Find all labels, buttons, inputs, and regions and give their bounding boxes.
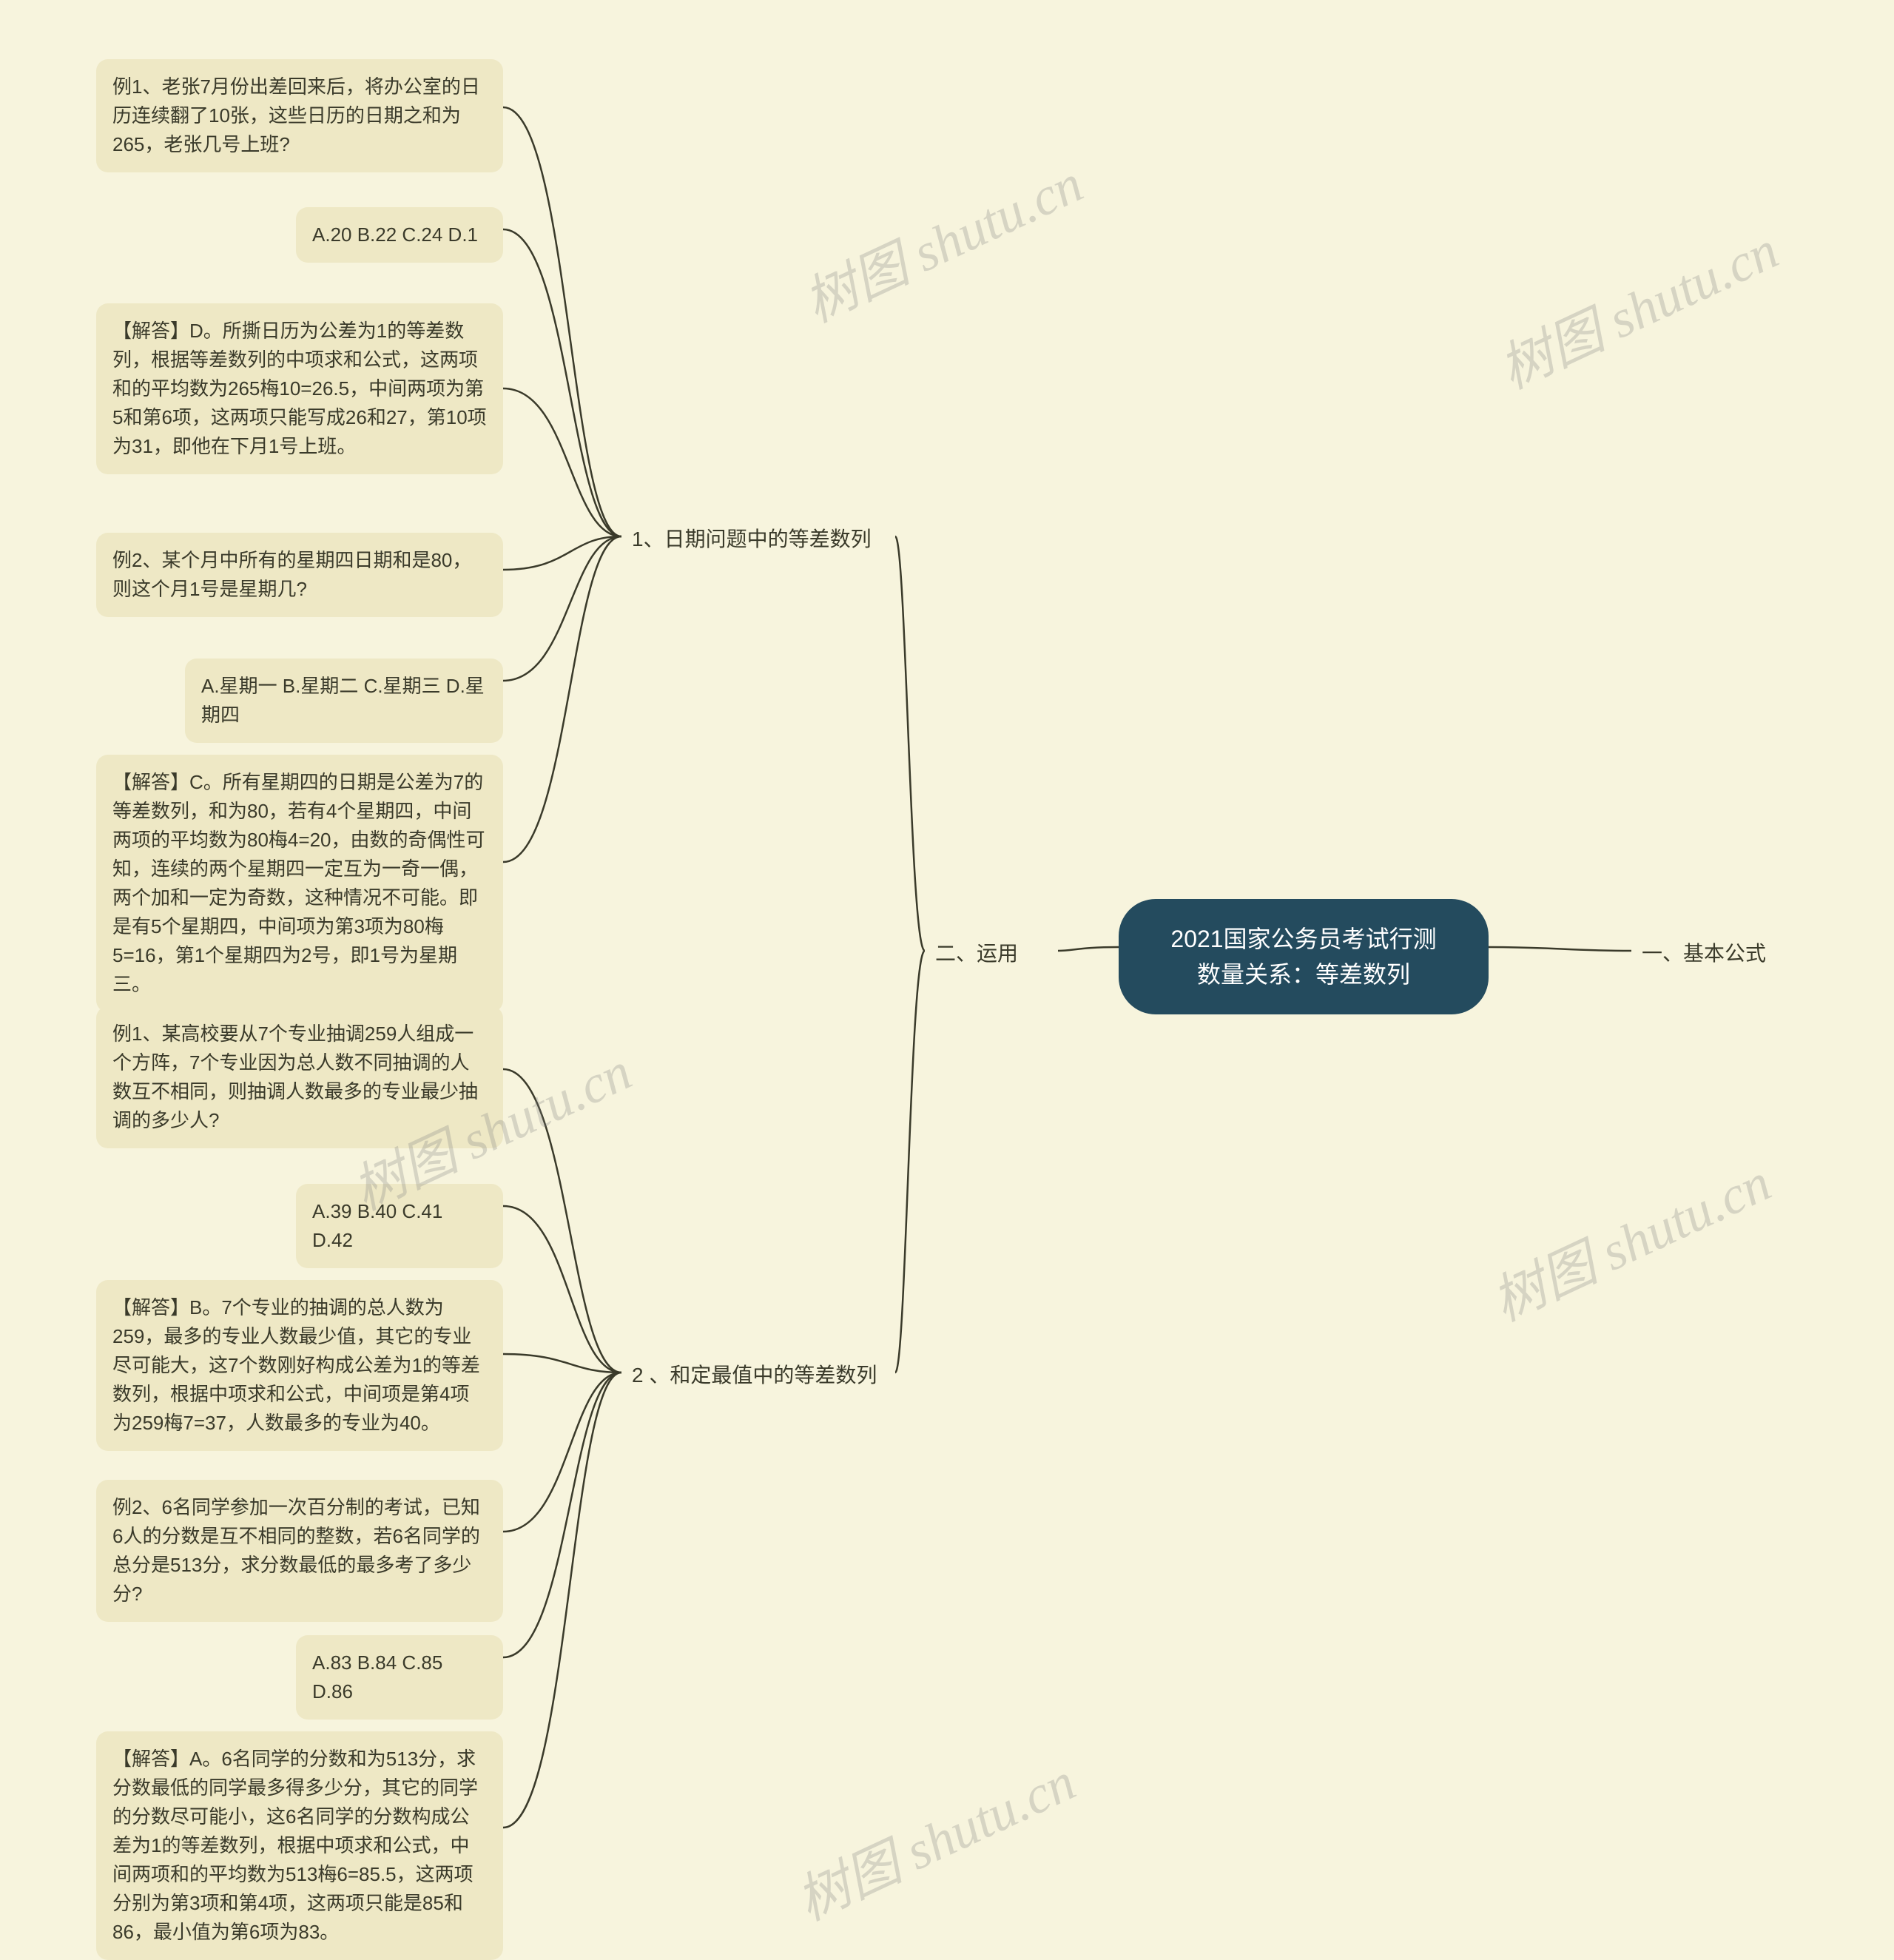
options-1-2: A.星期一 B.星期二 C.星期三 D.星期四: [185, 659, 503, 743]
solution-2-1: 【解答】B。7个专业的抽调的总人数为259，最多的专业人数最少值，其它的专业尽可…: [96, 1280, 503, 1451]
example-1-2: 例2、某个月中所有的星期四日期和是80，则这个月1号是星期几?: [96, 533, 503, 617]
watermark: 树图 shutu.cn: [1485, 207, 1789, 404]
root-line2: 数量关系：等差数列: [1156, 957, 1452, 992]
root-line1: 2021国家公务员考试行测: [1156, 921, 1452, 957]
options-1-1: A.20 B.22 C.24 D.1: [296, 207, 503, 263]
watermark: 树图 shutu.cn: [789, 141, 1093, 337]
branch-application: 二、运用: [925, 932, 1058, 975]
sub-sum-extremum: 2 、和定最值中的等差数列: [621, 1354, 895, 1397]
root-node: 2021国家公务员考试行测 数量关系：等差数列: [1119, 899, 1489, 1014]
example-1-1: 例1、老张7月份出差回来后，将办公室的日历连续翻了10张，这些日历的日期之和为2…: [96, 59, 503, 172]
solution-2-2: 【解答】A。6名同学的分数和为513分，求分数最低的同学最多得多少分，其它的同学…: [96, 1731, 503, 1960]
watermark: 树图 shutu.cn: [782, 1739, 1086, 1936]
options-2-1: A.39 B.40 C.41 D.42: [296, 1184, 503, 1268]
branch-formula: 一、基本公式: [1631, 932, 1794, 975]
solution-1-1: 【解答】D。所撕日历为公差为1的等差数列，根据等差数列的中项求和公式，这两项和的…: [96, 303, 503, 474]
options-2-2: A.83 B.84 C.85 D.86: [296, 1635, 503, 1720]
example-2-2: 例2、6名同学参加一次百分制的考试，已知6人的分数是互不相同的整数，若6名同学的…: [96, 1480, 503, 1622]
sub-date-problems: 1、日期问题中的等差数列: [621, 518, 895, 561]
example-2-1: 例1、某高校要从7个专业抽调259人组成一个方阵，7个专业因为总人数不同抽调的人…: [96, 1006, 503, 1148]
watermark: 树图 shutu.cn: [1477, 1139, 1782, 1336]
solution-1-2: 【解答】C。所有星期四的日期是公差为7的等差数列，和为80，若有4个星期四，中间…: [96, 755, 503, 1012]
